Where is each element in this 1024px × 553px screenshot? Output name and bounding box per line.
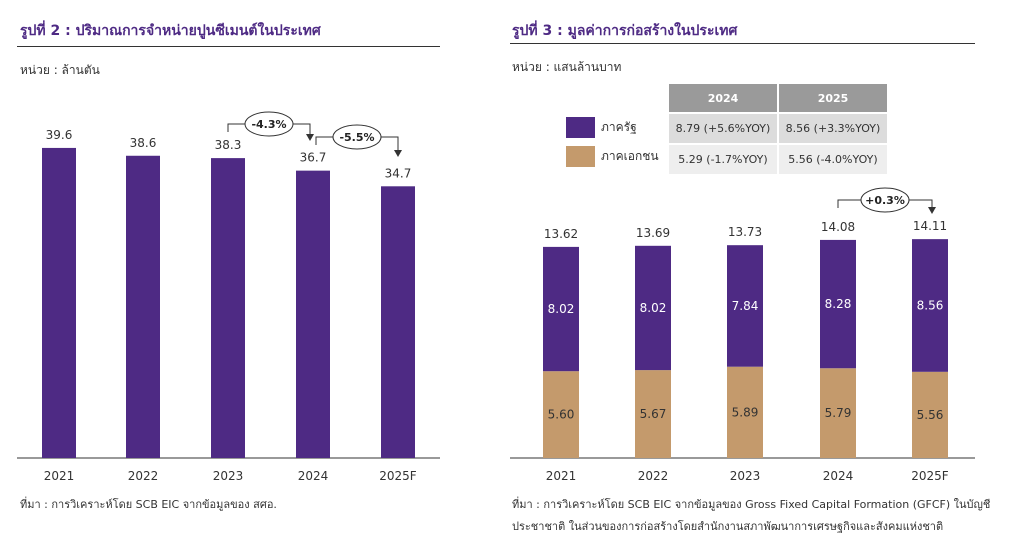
annotation-2023-2024-label: -4.3% xyxy=(251,118,286,131)
x-tick-label-2023: 2023 xyxy=(213,469,244,483)
data-label-2024: 36.7 xyxy=(300,151,327,165)
annotation-2024-2025-label: -5.5% xyxy=(339,131,374,144)
bar-segment-private-2025F xyxy=(912,371,948,458)
annotation-total-2024-2025-arrow xyxy=(928,207,936,214)
bar-2022 xyxy=(126,155,160,458)
table-cell: 5.56 (-4.0%YOY) xyxy=(779,145,887,174)
segment-label-private-2025F: 5.56 xyxy=(917,408,944,422)
bar-segment-private-2021 xyxy=(543,371,579,458)
total-label-2023: 13.73 xyxy=(728,225,762,239)
data-label-2023: 38.3 xyxy=(215,138,242,152)
annotation-2024-2025-arrow xyxy=(394,150,402,157)
table-row: 8.79 (+5.6%YOY) 8.56 (+3.3%YOY) xyxy=(669,114,887,143)
legend-label-public: ภาครัฐ xyxy=(601,120,637,134)
table-cell: 8.79 (+5.6%YOY) xyxy=(669,114,777,143)
x-tick-label-2021: 2021 xyxy=(44,469,75,483)
bar-2023 xyxy=(211,158,245,458)
legend-public: ภาครัฐ xyxy=(566,117,637,138)
x-tick-label-2023: 2023 xyxy=(730,469,761,483)
right-title-rule xyxy=(510,43,975,44)
right-unit-label: หน่วย : แสนล้านบาท xyxy=(512,60,622,74)
x-tick-label-2022: 2022 xyxy=(638,469,669,483)
total-label-2025F: 14.11 xyxy=(913,219,947,233)
table-header: 2025 xyxy=(779,84,887,112)
total-label-2021: 13.62 xyxy=(544,227,578,241)
segment-label-private-2024: 5.79 xyxy=(825,406,852,420)
bar-2021 xyxy=(42,147,76,458)
bar-segment-public-2021 xyxy=(543,246,579,372)
segment-label-private-2023: 5.89 xyxy=(732,405,759,419)
annotation-total-2024-2025-ellipse xyxy=(860,187,910,213)
x-tick-label-2024: 2024 xyxy=(298,469,329,483)
right-chart-title: รูปที่ 3 : มูลค่าการก่อสร้างในประเทศ xyxy=(512,23,738,39)
data-label-2022: 38.6 xyxy=(130,136,157,150)
table-cell: 5.29 (-1.7%YOY) xyxy=(669,145,777,174)
right-source: ที่มา : การวิเคราะห์โดย SCB EIC จากข้อมู… xyxy=(512,494,990,538)
annotation-total-2024-2025-label: +0.3% xyxy=(865,194,905,207)
annotation-2023-2024-arrow xyxy=(306,134,314,141)
table-header: 2024 xyxy=(669,84,777,112)
segment-label-public-2023: 7.84 xyxy=(732,299,759,313)
x-tick-label-2021: 2021 xyxy=(546,469,577,483)
bar-segment-private-2024 xyxy=(820,368,856,458)
segment-label-private-2021: 5.60 xyxy=(548,408,575,422)
right-source-line2: ประชาชาติ ในส่วนของการก่อสร้างโดยสำนักงา… xyxy=(512,520,944,533)
bar-2025F xyxy=(381,186,415,458)
legend-swatch-public xyxy=(566,117,595,138)
table-cell: 8.56 (+3.3%YOY) xyxy=(779,114,887,143)
bar-2024 xyxy=(296,170,330,459)
data-label-2021: 39.6 xyxy=(46,128,73,142)
legend-label-private: ภาคเอกชน xyxy=(601,149,659,163)
x-tick-label-2024: 2024 xyxy=(823,469,854,483)
segment-label-public-2021: 8.02 xyxy=(548,302,575,316)
x-tick-label-2025F: 2025F xyxy=(379,469,417,483)
legend-private: ภาคเอกชน xyxy=(566,146,659,167)
annotation-2023-2024-ellipse xyxy=(244,111,294,137)
total-label-2022: 13.69 xyxy=(636,226,670,240)
bar-segment-public-2024 xyxy=(820,239,856,369)
bar-segment-private-2023 xyxy=(727,366,763,458)
segment-label-public-2024: 8.28 xyxy=(825,297,852,311)
bar-segment-private-2022 xyxy=(635,370,671,458)
annotation-2024-2025-ellipse xyxy=(332,124,382,150)
segment-label-public-2022: 8.02 xyxy=(640,301,667,315)
legend-swatch-private xyxy=(566,146,595,167)
segment-label-private-2022: 5.67 xyxy=(640,407,667,421)
x-tick-label-2025F: 2025F xyxy=(911,469,949,483)
bar-segment-public-2025F xyxy=(912,239,948,372)
left-unit-label: หน่วย : ล้านตัน xyxy=(20,63,100,77)
total-label-2024: 14.08 xyxy=(821,220,855,234)
segment-label-public-2025F: 8.56 xyxy=(917,298,944,312)
bar-segment-public-2023 xyxy=(727,245,763,367)
x-tick-label-2022: 2022 xyxy=(128,469,159,483)
yoy-table: 2024 2025 8.79 (+5.6%YOY) 8.56 (+3.3%YOY) … xyxy=(667,82,889,176)
data-label-2025F: 34.7 xyxy=(385,166,412,180)
table-row: 5.29 (-1.7%YOY) 5.56 (-4.0%YOY) xyxy=(669,145,887,174)
left-source: ที่มา : การวิเคราะห์โดย SCB EIC จากข้อมู… xyxy=(20,498,277,511)
right-source-line1: ที่มา : การวิเคราะห์โดย SCB EIC จากข้อมู… xyxy=(512,498,991,511)
bar-segment-public-2022 xyxy=(635,245,671,371)
left-title-rule xyxy=(17,46,440,47)
left-chart-title: รูปที่ 2 : ปริมาณการจำหน่ายปูนซีเมนต์ในป… xyxy=(20,23,321,39)
